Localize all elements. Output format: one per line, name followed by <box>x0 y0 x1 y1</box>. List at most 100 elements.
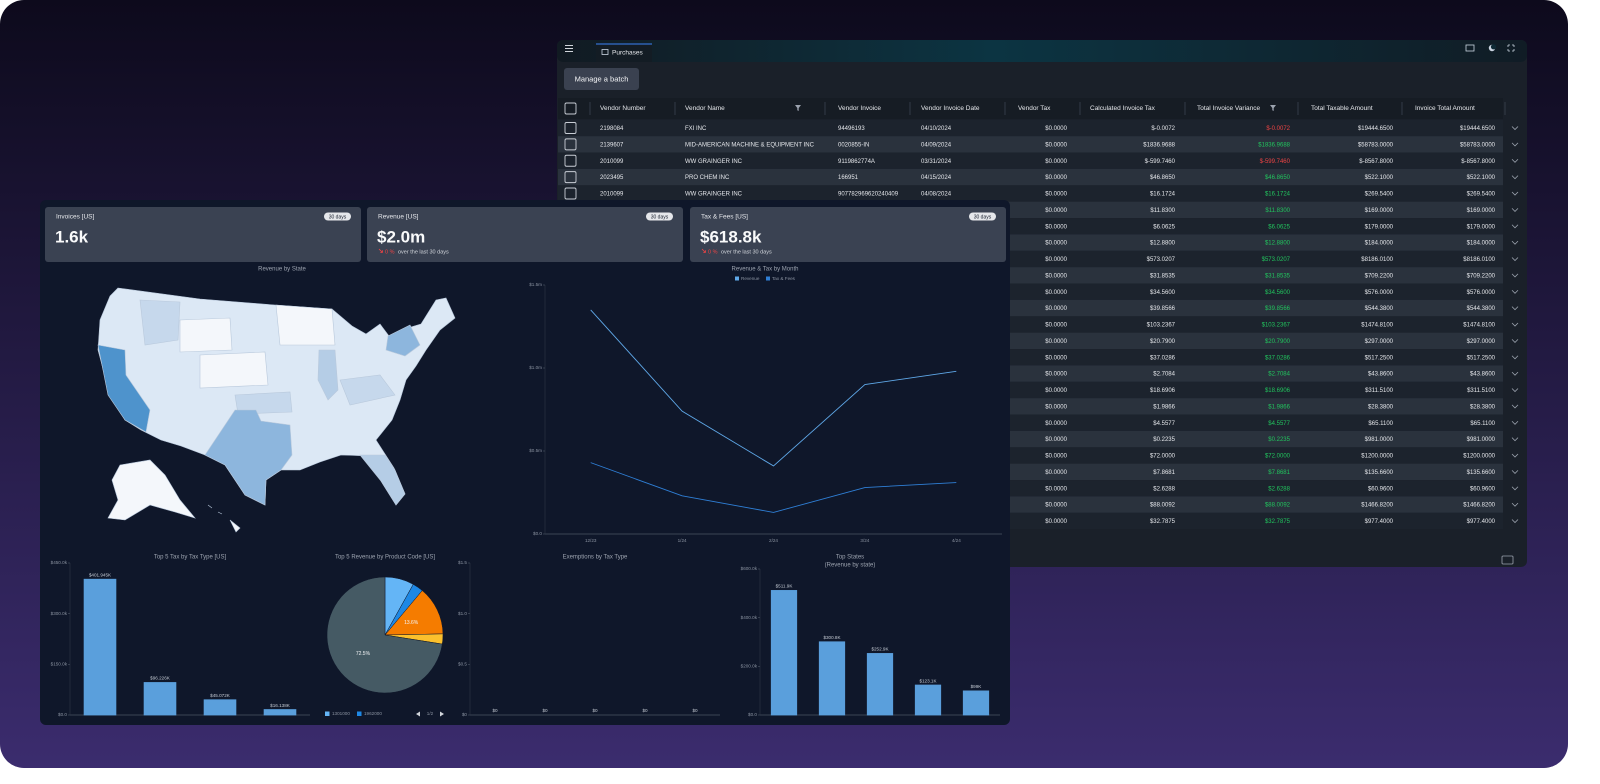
row-checkbox[interactable] <box>564 154 577 167</box>
row-expand[interactable] <box>1511 420 1519 425</box>
row-expand[interactable] <box>1511 322 1519 327</box>
row-checkbox[interactable] <box>564 138 577 151</box>
table-cell: $0.0000 <box>1045 437 1067 443</box>
kpi-badge <box>646 212 673 221</box>
row-expand[interactable] <box>1511 404 1519 409</box>
select-all-checkbox[interactable] <box>564 102 577 115</box>
bar-value-label: $16.138K <box>270 703 291 708</box>
row-expand[interactable] <box>1511 289 1519 294</box>
table-cell: $981.0000 <box>1467 437 1496 443</box>
legend-label: 1962000 <box>364 711 382 716</box>
table-cell: $184.0000 <box>1467 241 1496 247</box>
row-expand[interactable] <box>1511 175 1519 180</box>
row-expand[interactable] <box>1511 339 1519 343</box>
table-row <box>558 136 1503 153</box>
x-tick-label: 12/23 <box>585 538 597 543</box>
row-expand[interactable] <box>1511 486 1519 491</box>
table-cell: $28.3800 <box>1470 404 1496 410</box>
fullscreen-icon[interactable] <box>1507 44 1515 52</box>
tab[interactable] <box>596 44 652 62</box>
table-cell: $58783.0000 <box>1460 142 1496 148</box>
y-tick-label: $0.0 <box>533 531 542 536</box>
row-expand[interactable] <box>1511 437 1519 442</box>
x-tick-label: 1/24 <box>678 538 687 543</box>
legend-swatch <box>735 276 739 281</box>
row-expand[interactable] <box>1511 502 1519 507</box>
column-header: Vendor Name <box>685 105 725 112</box>
table-row <box>558 168 1503 186</box>
table-cell: $0.0000 <box>1045 126 1067 132</box>
map-title: Revenue by State <box>258 267 306 273</box>
table-cell: $28.3800 <box>1368 404 1394 410</box>
row-expand[interactable] <box>1511 240 1519 245</box>
table-cell: $297.0000 <box>1467 339 1496 345</box>
menu-icon[interactable] <box>565 45 573 52</box>
kpi-value: $2.0m <box>377 227 425 246</box>
bar-value-label: $0 <box>542 708 548 713</box>
table-cell: WW GRAINGER INC <box>685 192 743 198</box>
table-cell: $39.8566 <box>1150 306 1176 312</box>
row-expand[interactable] <box>1511 142 1519 147</box>
table-cell: $1200.0000 <box>1361 454 1393 460</box>
table-cell: $16.1724 <box>1150 192 1176 198</box>
table-cell: $0.0000 <box>1045 159 1067 165</box>
table-cell: $709.2200 <box>1467 273 1496 279</box>
batch-button[interactable] <box>564 68 639 90</box>
bar-value-label: $0 <box>692 708 698 713</box>
table-cell: $60.9600 <box>1368 486 1394 492</box>
row-expand[interactable] <box>1511 257 1519 262</box>
table-cell: $0.2235 <box>1268 437 1290 443</box>
row-checkbox[interactable] <box>564 171 577 184</box>
kpi-trend-arrow <box>701 248 706 253</box>
table-cell: $2.7084 <box>1153 372 1175 378</box>
row-expand[interactable] <box>1511 453 1519 458</box>
bar <box>143 682 177 716</box>
table-cell: $58783.0000 <box>1358 142 1394 148</box>
row-expand[interactable] <box>1511 208 1519 212</box>
row-expand[interactable] <box>1511 158 1519 163</box>
legend-prev[interactable] <box>416 711 420 717</box>
kpi-card <box>690 207 1006 262</box>
footer-icon[interactable] <box>1501 555 1514 565</box>
row-expand[interactable] <box>1511 355 1519 360</box>
legend-next[interactable] <box>440 711 444 717</box>
y-tick-label: $1.0 <box>458 611 467 616</box>
row-checkbox[interactable] <box>564 187 577 200</box>
table-cell: $0.0000 <box>1045 142 1067 148</box>
view-icon[interactable] <box>1465 44 1475 52</box>
tab-icon <box>601 49 609 55</box>
kpi-badge-label: 30 days <box>651 214 669 220</box>
table-cell: $72.0000 <box>1150 454 1176 460</box>
table-cell: MID-AMERICAN MACHINE & EQUIPMENT INC <box>685 142 815 148</box>
table-cell: $-0.0072 <box>1151 126 1175 132</box>
table-cell: $0.2235 <box>1153 437 1175 443</box>
row-expand[interactable] <box>1511 273 1519 278</box>
table-cell: $269.5400 <box>1365 192 1394 198</box>
bar-value-label: $300.8K <box>823 635 841 640</box>
table-cell: $88.0092 <box>1150 503 1176 509</box>
tab-label: Purchases <box>612 50 643 57</box>
kpi-title: Tax & Fees [US] <box>701 214 748 221</box>
y-tick-label: $0.5 <box>458 662 467 667</box>
row-expand[interactable] <box>1511 224 1519 229</box>
table-cell: $4.5577 <box>1268 421 1290 427</box>
row-checkbox[interactable] <box>564 122 577 134</box>
kpi-badge <box>969 212 996 221</box>
row-expand[interactable] <box>1511 306 1519 311</box>
table-cell: $7.8681 <box>1153 470 1175 476</box>
kpi-card <box>45 207 361 262</box>
row-expand[interactable] <box>1511 371 1519 376</box>
table-cell: $0.0000 <box>1045 224 1067 230</box>
column-header: Calculated Invoice Tax <box>1090 105 1156 112</box>
row-expand[interactable] <box>1511 388 1519 393</box>
table-cell: $37.0286 <box>1150 355 1176 361</box>
row-expand[interactable] <box>1511 191 1519 196</box>
y-tick-label: $200.0k <box>741 664 758 669</box>
row-expand[interactable] <box>1511 470 1519 474</box>
row-expand[interactable] <box>1511 519 1519 524</box>
row-expand[interactable] <box>1511 126 1519 131</box>
table-cell: $981.0000 <box>1365 437 1394 443</box>
us-map <box>97 287 456 533</box>
x-tick-label: 2/24 <box>769 538 778 543</box>
pie-label: 13.6% <box>404 620 419 626</box>
